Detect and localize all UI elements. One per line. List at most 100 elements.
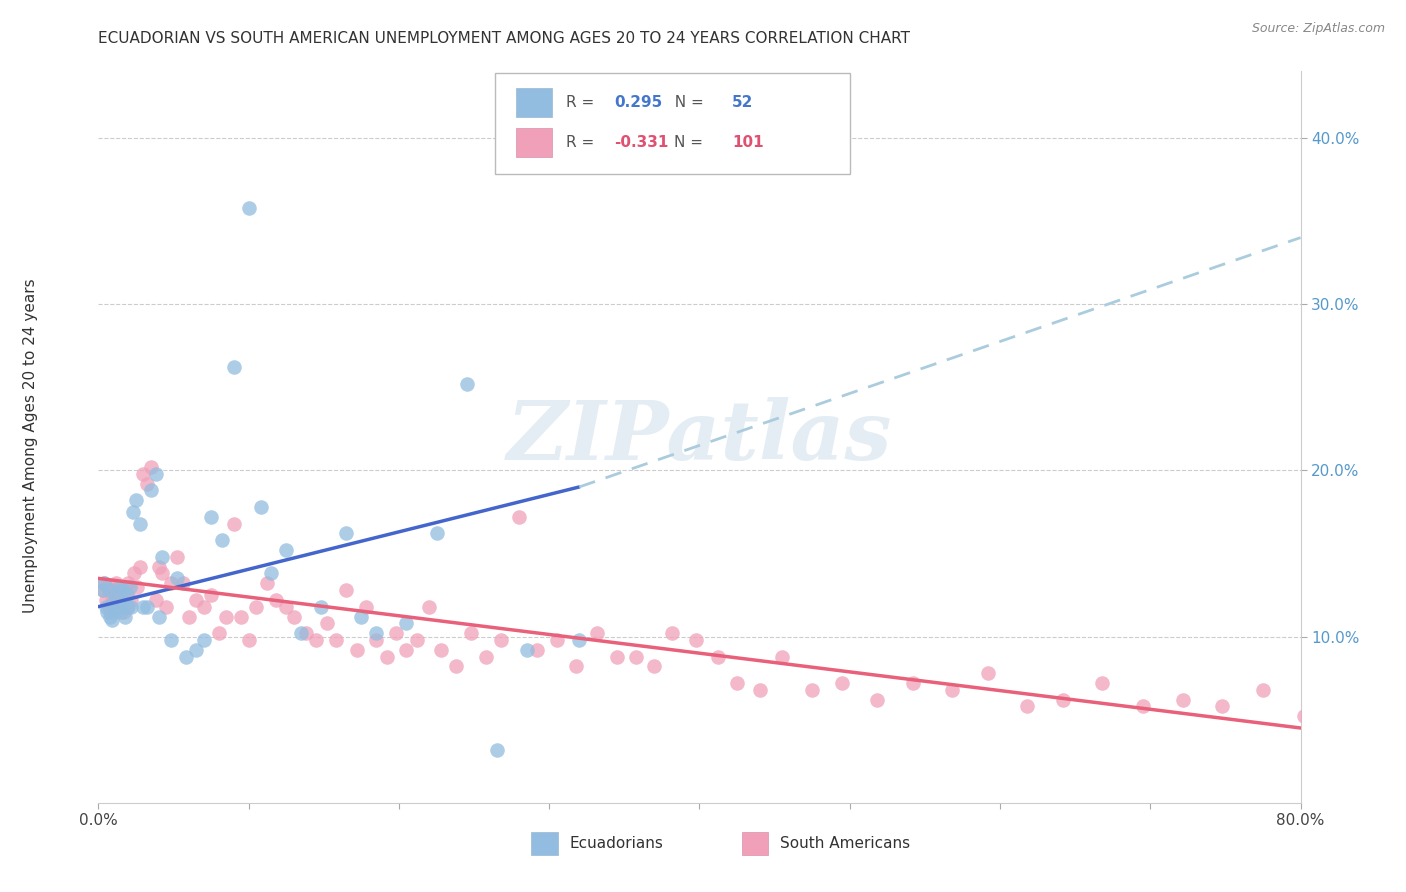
Point [770,649,793,664]
Point [395,616,418,631]
Point [124,566,146,581]
Point [132,599,155,614]
Point [127,580,149,594]
Point [108,588,131,602]
Point [526,643,548,657]
Point [94,593,117,607]
Point [385,626,408,640]
Point [1292,709,1315,723]
Point [93,576,115,591]
Point [831,676,853,690]
Point [222,516,245,531]
Point [193,632,215,647]
Point [105,588,128,602]
Point [117,599,139,614]
Point [193,599,215,614]
Point [91,582,114,597]
Point [335,582,357,597]
Point [977,666,1000,681]
Point [111,582,134,597]
Point [118,580,141,594]
Point [586,626,609,640]
Point [200,588,222,602]
Text: 0.295: 0.295 [614,95,662,111]
Point [135,599,157,614]
Point [366,626,388,640]
Point [1052,692,1074,706]
Text: R =: R = [567,135,599,150]
Point [100,605,122,619]
Point [166,549,188,564]
Point [475,649,498,664]
Point [346,643,368,657]
Point [406,632,429,647]
Point [294,626,316,640]
Point [121,593,143,607]
FancyBboxPatch shape [495,73,849,174]
Point [93,576,115,591]
Point [460,626,482,640]
Point [425,526,447,541]
Point [685,632,707,647]
Point [215,609,238,624]
Point [706,649,728,664]
Point [155,599,177,614]
Point [94,599,117,614]
Text: ZIPatlas: ZIPatlas [506,397,893,477]
Point [1331,692,1354,706]
Point [276,543,298,558]
Point [256,576,278,591]
Point [245,599,267,614]
Point [1251,682,1274,697]
Point [97,582,120,597]
Point [104,596,127,610]
Point [184,643,207,657]
Point [129,516,152,531]
Text: South Americans: South Americans [780,837,910,851]
Point [166,571,188,585]
Point [276,599,298,614]
Point [375,649,398,664]
Point [174,649,197,664]
Point [96,580,118,594]
Point [1015,699,1038,714]
Point [103,582,125,597]
Point [568,632,591,647]
Point [222,360,245,375]
Point [418,599,440,614]
Point [354,599,377,614]
Point [177,609,200,624]
Text: ECUADORIAN VS SOUTH AMERICAN UNEMPLOYMENT AMONG AGES 20 TO 24 YEARS CORRELATION : ECUADORIAN VS SOUTH AMERICAN UNEMPLOYMEN… [98,31,911,46]
Point [350,609,373,624]
Point [260,566,283,581]
Text: Ecuadorians: Ecuadorians [569,837,664,851]
Point [150,549,173,564]
Bar [531,832,558,855]
Point [105,576,128,591]
Point [456,376,478,391]
Point [395,643,418,657]
Point [485,742,508,756]
Bar [516,88,551,118]
Point [643,659,665,673]
Text: 101: 101 [733,135,763,150]
Point [184,593,207,607]
Point [444,659,467,673]
Point [91,582,114,597]
Point [200,509,222,524]
Point [100,609,122,624]
Point [238,201,260,215]
Point [117,576,139,591]
Bar [516,128,551,157]
Point [238,632,260,647]
Point [1091,676,1114,690]
Text: 52: 52 [733,95,754,111]
Point [104,605,127,619]
Point [172,576,194,591]
Point [315,616,337,631]
Point [901,676,924,690]
Point [211,533,233,548]
Point [565,659,588,673]
Point [159,576,181,591]
Point [866,692,889,706]
